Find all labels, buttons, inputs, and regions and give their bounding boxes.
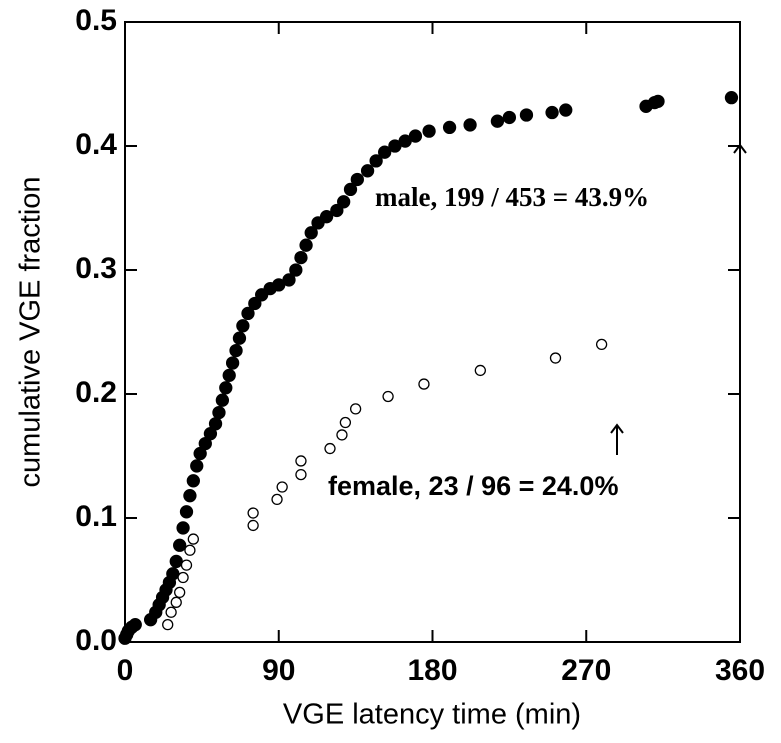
- plot-frame: [124, 21, 741, 643]
- data-point: [559, 103, 573, 117]
- data-point: [724, 90, 739, 105]
- data-point: [474, 364, 486, 377]
- data-point: [179, 505, 194, 519]
- data-point: [369, 154, 383, 168]
- data-point: [247, 519, 259, 532]
- data-point: [595, 338, 608, 351]
- data-point: [236, 319, 250, 333]
- data-point: [343, 182, 358, 197]
- female-arrow: [610, 423, 624, 455]
- data-point: [177, 571, 189, 584]
- male-annotation: male, 199 / 453 = 43.9%: [375, 182, 649, 212]
- data-point: [183, 489, 197, 503]
- data-point: [166, 567, 180, 581]
- data-point: [502, 110, 517, 125]
- data-point: [176, 521, 190, 535]
- data-point: [418, 378, 430, 390]
- y-tick-label: 0.2: [75, 376, 117, 409]
- data-point: [212, 405, 226, 420]
- data-point: [215, 393, 230, 407]
- data-point: [276, 481, 288, 493]
- data-point: [170, 596, 182, 608]
- data-point: [295, 468, 307, 481]
- arrows: [610, 143, 747, 455]
- data-point: [519, 108, 534, 122]
- y-tick-label: 0.1: [75, 500, 117, 533]
- data-point: [490, 114, 505, 128]
- data-point: [360, 164, 375, 178]
- x-tick-label: 270: [561, 654, 611, 687]
- data-point: [229, 343, 243, 358]
- data-point: [545, 105, 559, 120]
- data-point: [187, 533, 199, 545]
- data-point: [295, 455, 307, 467]
- data-point: [208, 417, 223, 431]
- data-point: [330, 203, 344, 218]
- data-point: [350, 172, 364, 187]
- x-tick-label: 0: [117, 654, 134, 687]
- data-point: [282, 273, 296, 287]
- male-arrow: [733, 143, 747, 175]
- data-point: [190, 459, 204, 473]
- x-axis-label: VGE latency time (min): [283, 699, 581, 731]
- data-point: [336, 429, 348, 441]
- x-tick-label: 90: [262, 654, 295, 687]
- y-axis-label: cumulative VGE fraction: [15, 176, 47, 487]
- data-point: [184, 544, 196, 556]
- data-point: [289, 263, 303, 277]
- data-point: [382, 390, 394, 403]
- y-tick-label: 0.0: [75, 624, 117, 657]
- data-point: [463, 118, 477, 132]
- data-point: [349, 403, 362, 415]
- data-point: [339, 416, 352, 429]
- data-point: [337, 195, 351, 209]
- data-point: [271, 493, 283, 506]
- data-point: [247, 507, 259, 519]
- y-tick-label: 0.4: [75, 128, 117, 161]
- data-point: [408, 129, 423, 143]
- x-tick-label: 360: [715, 654, 765, 687]
- data-point: [232, 331, 247, 345]
- y-tick-label: 0.5: [75, 4, 117, 37]
- data-point: [422, 124, 436, 138]
- data-point: [173, 538, 187, 552]
- data-point: [128, 617, 142, 632]
- data-point: [549, 352, 562, 364]
- data-point: [162, 618, 174, 631]
- data-point: [319, 210, 334, 224]
- data-point: [378, 145, 392, 159]
- data-point: [442, 120, 457, 135]
- x-tick-label: 180: [407, 654, 457, 687]
- data-point: [294, 250, 308, 265]
- data-point: [324, 442, 336, 455]
- data-point: [225, 356, 240, 370]
- female-annotation: female, 23 / 96 = 24.0%: [328, 471, 618, 501]
- data-point: [651, 94, 665, 109]
- data-point: [222, 368, 236, 383]
- y-tick-label: 0.3: [75, 252, 117, 285]
- data-point: [304, 226, 318, 240]
- data-point: [169, 554, 183, 569]
- data-point: [165, 606, 177, 618]
- data-point: [180, 559, 193, 571]
- data-point: [219, 381, 233, 395]
- data-point: [241, 306, 255, 321]
- data-point: [186, 474, 200, 488]
- data-point: [248, 296, 262, 311]
- data-point: [174, 586, 186, 599]
- data-point: [299, 238, 313, 252]
